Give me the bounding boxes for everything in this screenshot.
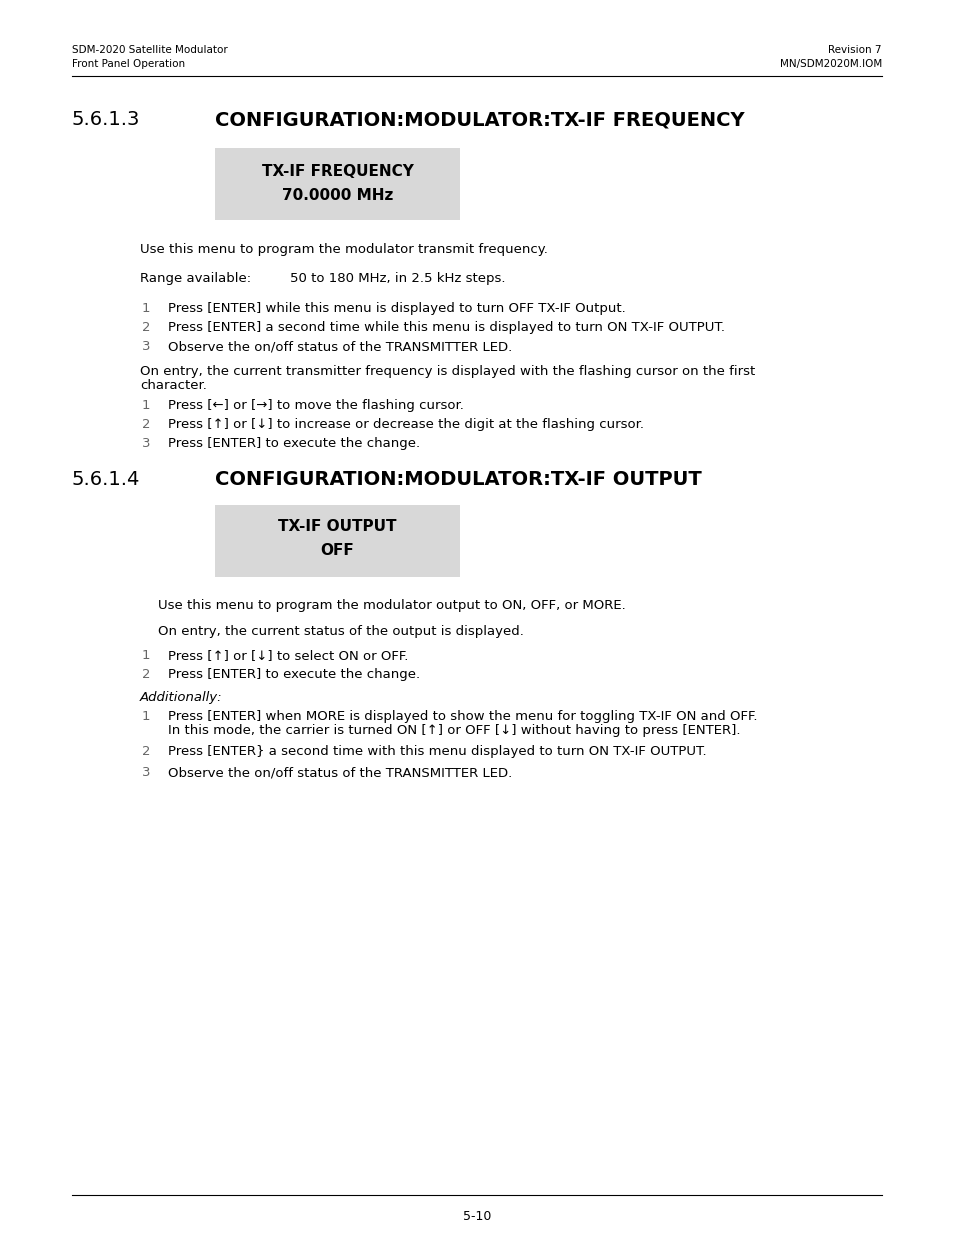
Text: 2: 2	[142, 668, 151, 680]
Text: On entry, the current status of the output is displayed.: On entry, the current status of the outp…	[158, 625, 523, 638]
Text: Observe the on/off status of the TRANSMITTER LED.: Observe the on/off status of the TRANSMI…	[168, 340, 512, 353]
Text: 3: 3	[142, 437, 151, 450]
Text: 1: 1	[142, 399, 151, 412]
Text: 2: 2	[142, 745, 151, 758]
Text: TX-IF OUTPUT: TX-IF OUTPUT	[278, 519, 396, 534]
Text: Additionally:: Additionally:	[140, 692, 222, 704]
Text: In this mode, the carrier is turned ON [↑] or OFF [↓] without having to press [E: In this mode, the carrier is turned ON […	[168, 724, 740, 737]
Text: SDM-2020 Satellite Modulator: SDM-2020 Satellite Modulator	[71, 44, 228, 56]
Text: 3: 3	[142, 766, 151, 779]
Text: 50 to 180 MHz, in 2.5 kHz steps.: 50 to 180 MHz, in 2.5 kHz steps.	[290, 272, 505, 285]
Text: TX-IF FREQUENCY: TX-IF FREQUENCY	[261, 164, 413, 179]
Text: Revision 7: Revision 7	[827, 44, 882, 56]
Text: 3: 3	[142, 340, 151, 353]
Text: Press [↑] or [↓] to increase or decrease the digit at the flashing cursor.: Press [↑] or [↓] to increase or decrease…	[168, 417, 643, 431]
Text: Range available:: Range available:	[140, 272, 251, 285]
Text: character.: character.	[140, 379, 207, 391]
Bar	[214, 148, 459, 220]
Text: 5.6.1.4: 5.6.1.4	[71, 471, 140, 489]
Text: 2: 2	[142, 321, 151, 333]
Text: Press [↑] or [↓] to select ON or OFF.: Press [↑] or [↓] to select ON or OFF.	[168, 650, 408, 662]
Text: On entry, the current transmitter frequency is displayed with the flashing curso: On entry, the current transmitter freque…	[140, 366, 755, 378]
Text: Press [ENTER] to execute the change.: Press [ENTER] to execute the change.	[168, 668, 419, 680]
Text: 1: 1	[142, 650, 151, 662]
Bar	[214, 505, 459, 577]
Text: Press [ENTER] while this menu is displayed to turn OFF TX-IF Output.: Press [ENTER] while this menu is display…	[168, 303, 625, 315]
Text: OFF: OFF	[320, 543, 354, 558]
Text: Press [ENTER] to execute the change.: Press [ENTER] to execute the change.	[168, 437, 419, 450]
Text: Press [←] or [→] to move the flashing cursor.: Press [←] or [→] to move the flashing cu…	[168, 399, 463, 412]
Text: 1: 1	[142, 710, 151, 722]
Text: Press [ENTER] when MORE is displayed to show the menu for toggling TX-IF ON and : Press [ENTER] when MORE is displayed to …	[168, 710, 757, 722]
Text: 5.6.1.3: 5.6.1.3	[71, 110, 140, 128]
Text: Press [ENTER] a second time while this menu is displayed to turn ON TX-IF OUTPUT: Press [ENTER] a second time while this m…	[168, 321, 724, 333]
Text: Use this menu to program the modulator transmit frequency.: Use this menu to program the modulator t…	[140, 243, 547, 256]
Text: CONFIGURATION:MODULATOR:TX-IF FREQUENCY: CONFIGURATION:MODULATOR:TX-IF FREQUENCY	[214, 110, 744, 128]
Text: 2: 2	[142, 417, 151, 431]
Text: 70.0000 MHz: 70.0000 MHz	[281, 188, 393, 203]
Text: 1: 1	[142, 303, 151, 315]
Text: MN/SDM2020M.IOM: MN/SDM2020M.IOM	[779, 59, 882, 69]
Text: CONFIGURATION:MODULATOR:TX-IF OUTPUT: CONFIGURATION:MODULATOR:TX-IF OUTPUT	[214, 471, 701, 489]
Text: Front Panel Operation: Front Panel Operation	[71, 59, 185, 69]
Text: Observe the on/off status of the TRANSMITTER LED.: Observe the on/off status of the TRANSMI…	[168, 766, 512, 779]
Text: Use this menu to program the modulator output to ON, OFF, or MORE.: Use this menu to program the modulator o…	[158, 599, 625, 613]
Text: 5-10: 5-10	[462, 1210, 491, 1223]
Text: Press [ENTER} a second time with this menu displayed to turn ON TX-IF OUTPUT.: Press [ENTER} a second time with this me…	[168, 745, 706, 758]
